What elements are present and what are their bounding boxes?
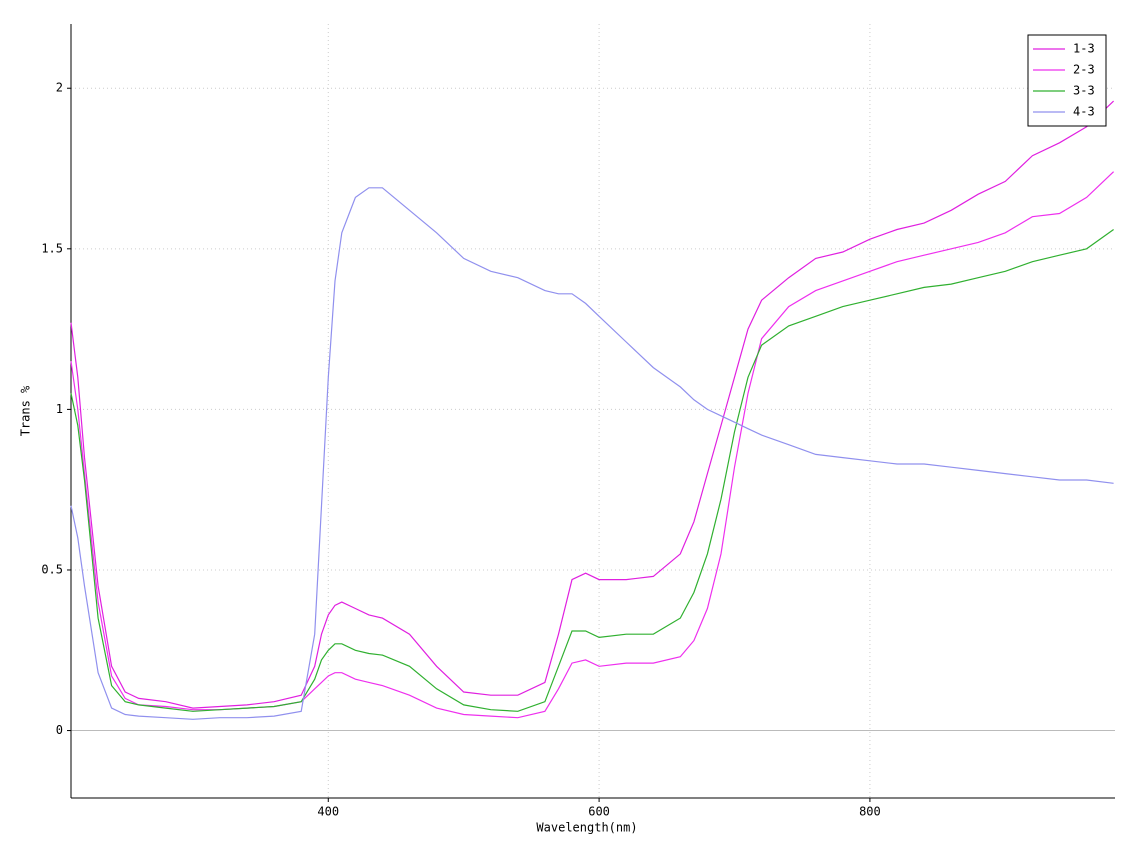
- y-tick-label: 2: [56, 81, 63, 95]
- legend-label: 2-3: [1073, 63, 1095, 77]
- y-tick-label: 0.5: [41, 562, 63, 576]
- series-line: [70, 229, 1114, 712]
- legend-box: [1027, 34, 1107, 127]
- x-tick-label: 400: [317, 805, 339, 819]
- x-tick-label: 600: [588, 805, 610, 819]
- legend-label: 1-3: [1073, 42, 1095, 56]
- legend-label: 4-3: [1073, 105, 1095, 119]
- y-tick-label: 0: [56, 723, 63, 737]
- legend-label: 3-3: [1073, 84, 1095, 98]
- y-tick-label: 1.5: [41, 241, 63, 255]
- y-axis-label: Trans %: [19, 385, 33, 436]
- series-line: [70, 187, 1114, 720]
- y-tick-label: 1: [56, 402, 63, 416]
- x-tick-label: 800: [859, 805, 881, 819]
- series-line: [70, 171, 1115, 719]
- x-axis-label: Wavelength(nm): [536, 821, 637, 835]
- series-line: [70, 100, 1115, 709]
